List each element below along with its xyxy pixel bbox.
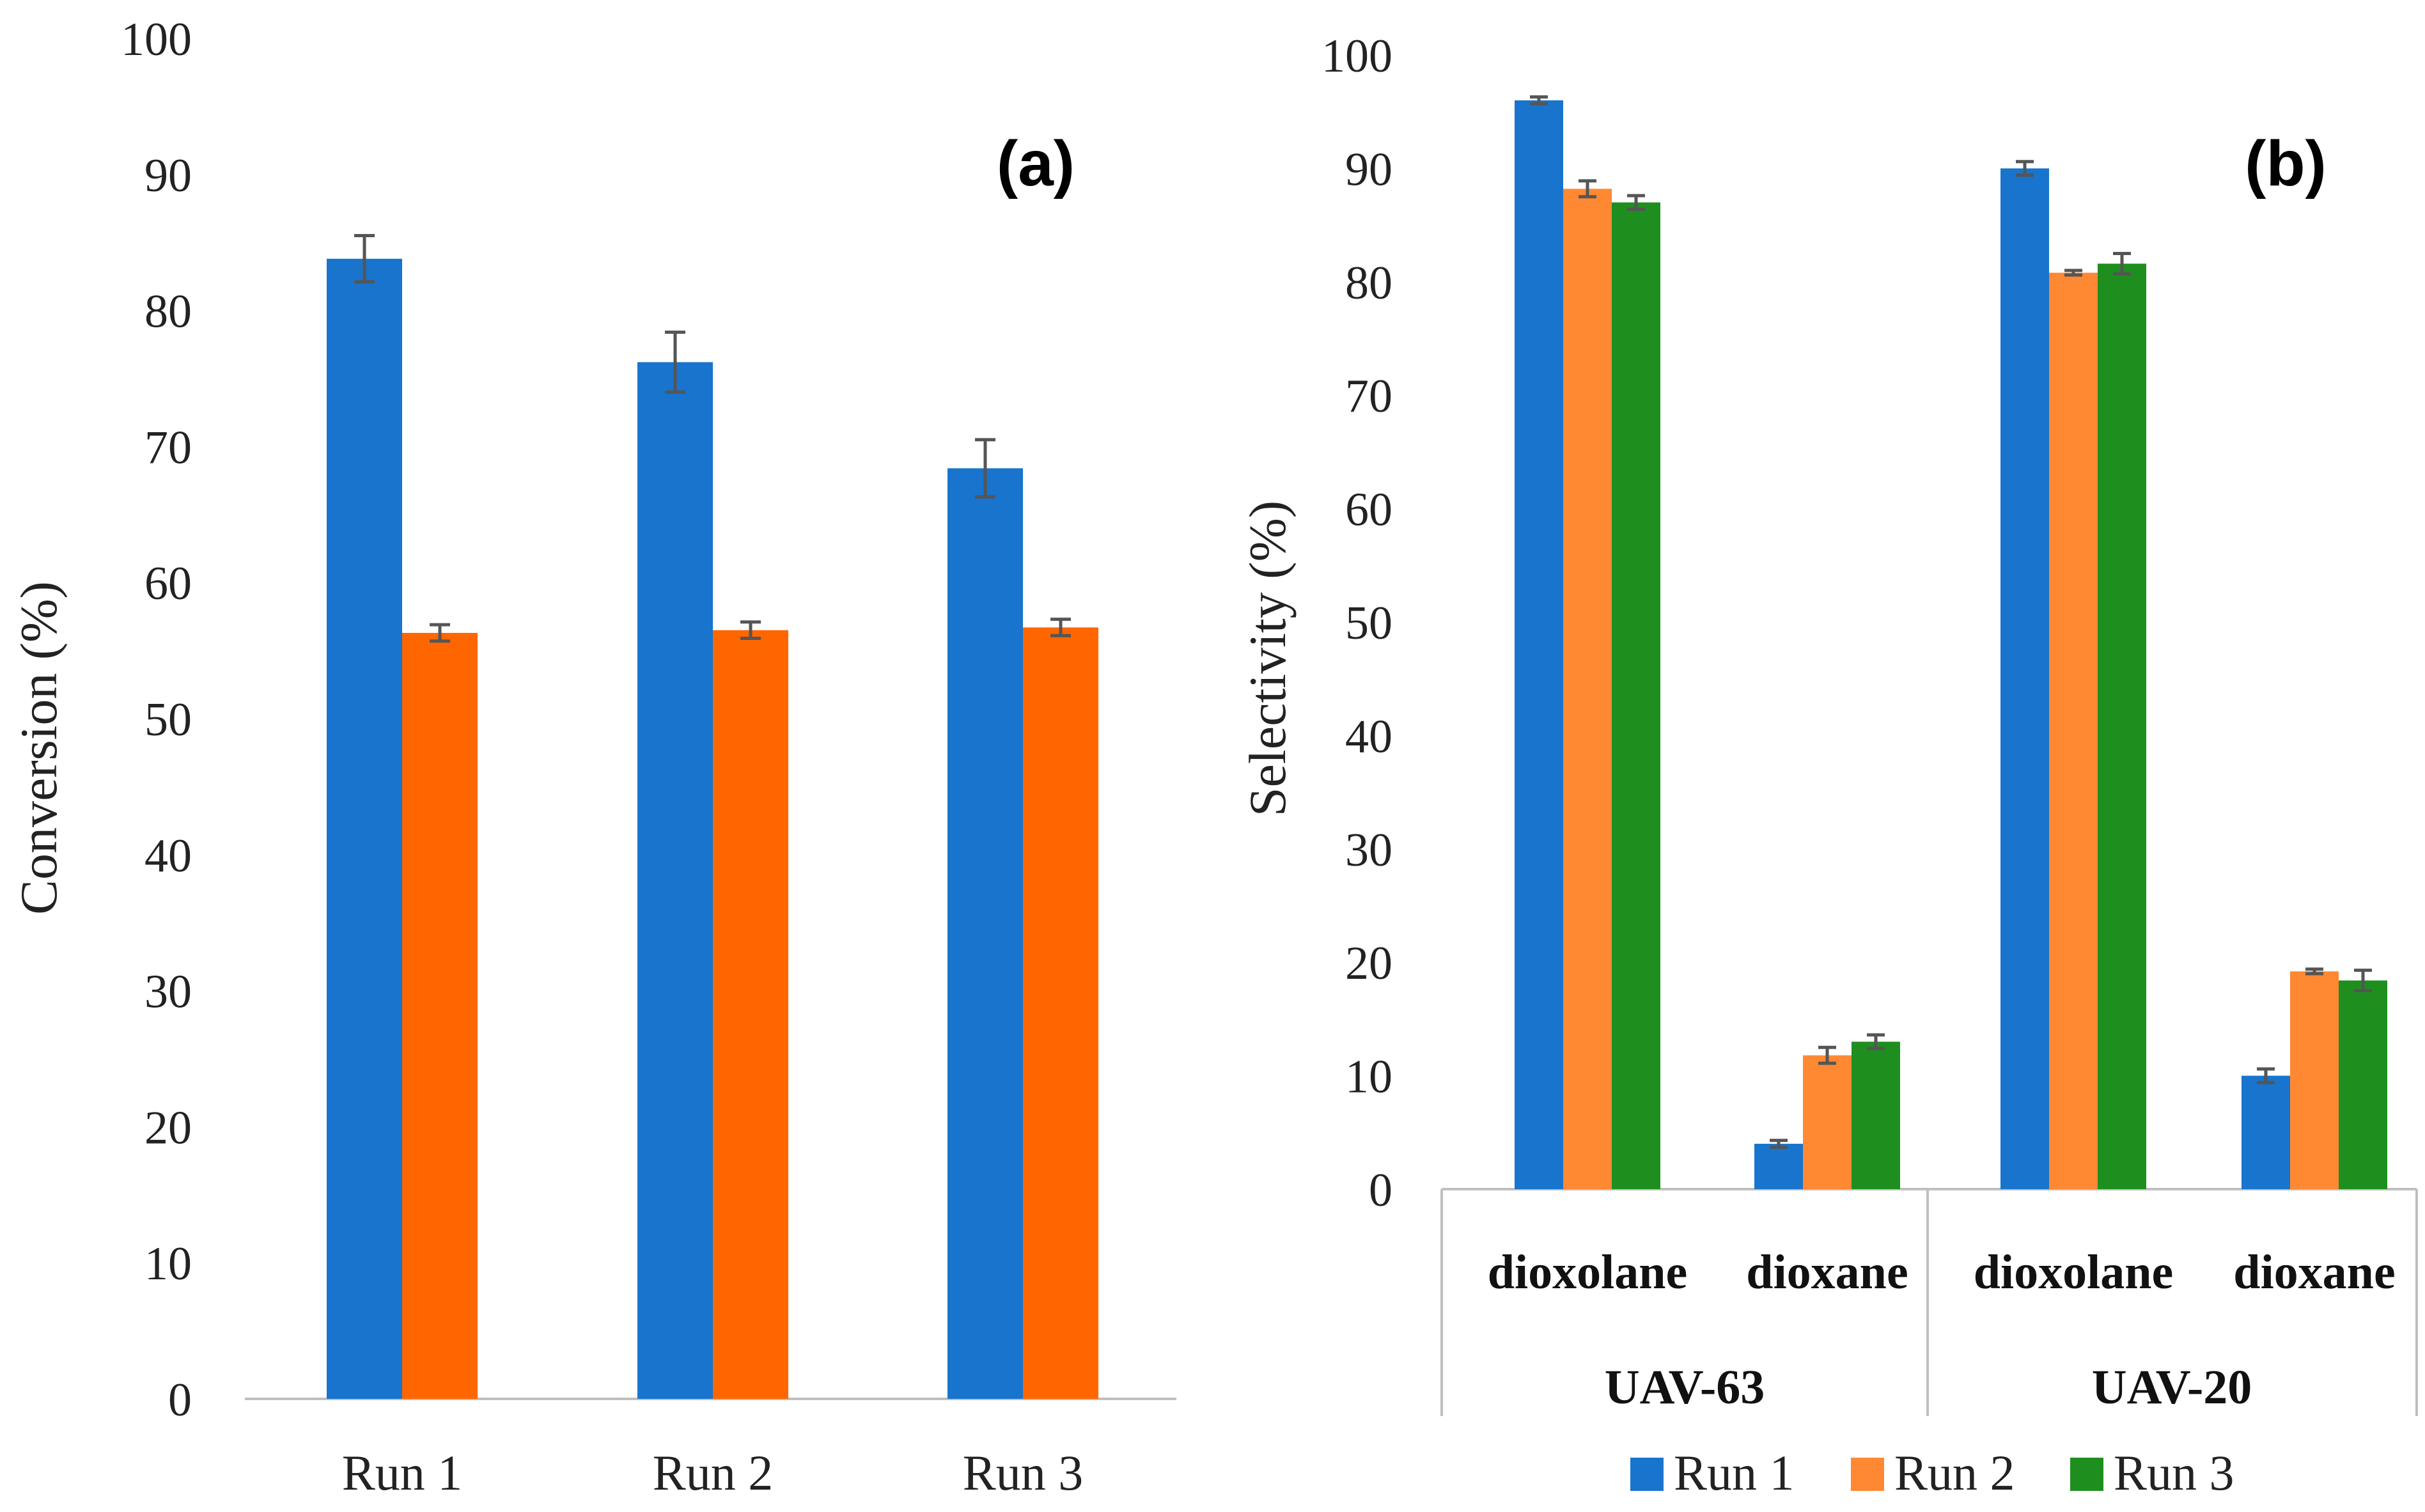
chart-b-bar [2290, 971, 2339, 1189]
chart-a: (a) Conversion (%) 0 10 20 30 40 50 60 70 80 90 10… [10, 13, 1176, 1500]
chart-b-y-tick-label: 100 [1322, 30, 1392, 82]
chart-a-error-bar [975, 438, 995, 499]
chart-b-x-tick-label: dioxane [2233, 1245, 2395, 1299]
chart-b-error-bar [1530, 95, 1548, 105]
chart-a-bar [402, 632, 478, 1399]
chart-b-legend-label: Run 3 [2114, 1445, 2234, 1500]
chart-b-bar [1563, 189, 1612, 1189]
chart-b-error-bar [2064, 269, 2082, 277]
chart-b-x-tick-label: dioxolane [1488, 1245, 1688, 1299]
chart-b-group-labels: UAV-63 UAV-20 [1605, 1360, 2252, 1414]
chart-b-bar [1803, 1055, 1852, 1189]
chart-b-y-tick-label: 50 [1345, 597, 1392, 650]
chart-b-error-bar [2016, 160, 2034, 177]
chart-a-title: (a) [997, 128, 1075, 199]
chart-b-error-bar [2113, 251, 2131, 276]
chart-b-legend-swatch [1630, 1458, 1664, 1491]
chart-a-y-tick-label: 90 [144, 150, 192, 202]
chart-b-x-tick-label: dioxolane [1974, 1245, 2174, 1299]
chart-b: (b) Selectivity (%) 0 10 20 30 40 50 60 70 80 90 1… [1238, 30, 2418, 1500]
chart-b-y-tick-label: 80 [1345, 257, 1392, 309]
chart-b-bar [1852, 1041, 1900, 1189]
chart-b-bars [1515, 100, 2387, 1190]
chart-b-error-bar [1770, 1139, 1788, 1149]
chart-b-bar [1515, 100, 1563, 1190]
chart-a-bar [327, 258, 402, 1399]
chart-b-legend: Run 1 Run 2 Run 3 [1630, 1445, 2234, 1500]
chart-a-y-tick-label: 70 [144, 421, 192, 474]
chart-a-y-ticks: 0 10 20 30 40 50 60 70 80 90 100 [121, 13, 192, 1426]
chart-a-bar [947, 468, 1023, 1399]
chart-b-legend-label: Run 1 [1674, 1445, 1795, 1500]
chart-b-y-axis-label: Selectivity (%) [1238, 501, 1297, 816]
chart-a-error-bar [1050, 618, 1071, 637]
chart-b-bar [1612, 202, 1660, 1189]
chart-a-bar [637, 362, 713, 1399]
chart-b-error-bar [1579, 179, 1596, 199]
chart-a-error-bars [354, 234, 1071, 643]
chart-b-bar [2049, 272, 2098, 1189]
chart-a-error-bar [665, 331, 685, 394]
chart-b-y-tick-label: 10 [1345, 1051, 1392, 1103]
chart-b-error-bars [1530, 95, 2372, 1149]
chart-a-x-tick-label: Run 1 [342, 1445, 463, 1500]
chart-b-y-ticks: 0 10 20 30 40 50 60 70 80 90 100 [1322, 30, 1392, 1217]
chart-a-y-tick-label: 30 [144, 966, 192, 1018]
chart-b-group-label: UAV-63 [1605, 1360, 1765, 1414]
chart-a-y-tick-label: 60 [144, 557, 192, 610]
chart-a-x-tick-label: Run 2 [653, 1445, 774, 1500]
chart-b-legend-swatch [2070, 1458, 2103, 1491]
chart-b-legend-item: Run 3 [2070, 1445, 2234, 1500]
chart-b-y-tick-label: 70 [1345, 370, 1392, 423]
chart-b-error-bar [2257, 1067, 2275, 1084]
chart-b-y-tick-label: 60 [1345, 484, 1392, 536]
chart-a-y-tick-label: 100 [121, 13, 192, 66]
chart-b-legend-label: Run 2 [1894, 1445, 2015, 1500]
chart-a-error-bar [430, 623, 450, 643]
chart-b-y-tick-label: 90 [1345, 143, 1392, 196]
chart-a-x-ticks: Run 1 Run 2 Run 3 [342, 1445, 1084, 1500]
chart-b-bar [2000, 168, 2049, 1189]
chart-a-bar [713, 630, 788, 1399]
chart-b-legend-item: Run 1 [1630, 1445, 1795, 1500]
chart-a-x-tick-label: Run 3 [963, 1445, 1084, 1500]
chart-a-error-bar [740, 620, 761, 640]
chart-a-y-tick-label: 10 [144, 1238, 192, 1290]
chart-a-bar [1023, 627, 1098, 1399]
chart-a-bars [327, 258, 1098, 1399]
chart-b-x-ticks: dioxolane dioxane dioxolane dioxane [1488, 1245, 2396, 1299]
chart-a-y-tick-label: 40 [144, 830, 192, 882]
chart-a-y-tick-label: 0 [168, 1374, 192, 1426]
chart-a-error-bar [354, 234, 375, 284]
chart-a-y-tick-label: 50 [144, 694, 192, 746]
chart-b-y-tick-label: 30 [1345, 824, 1392, 877]
chart-b-group-label: UAV-20 [2092, 1360, 2252, 1414]
chart-b-error-bar [2305, 967, 2323, 976]
chart-b-error-bar [2354, 969, 2372, 993]
chart-b-y-tick-label: 40 [1345, 710, 1392, 763]
chart-a-y-axis-label: Conversion (%) [10, 581, 68, 915]
chart-b-error-bar [1627, 194, 1645, 211]
chart-b-x-tick-label: dioxane [1746, 1245, 1908, 1299]
chart-b-bar [2339, 980, 2387, 1189]
chart-b-bar [2098, 263, 2146, 1189]
chart-b-y-tick-label: 20 [1345, 937, 1392, 990]
chart-a-y-tick-label: 20 [144, 1102, 192, 1154]
chart-a-y-tick-label: 80 [144, 286, 192, 338]
chart-b-legend-swatch [1851, 1458, 1884, 1491]
chart-b-bar [1754, 1144, 1803, 1189]
chart-b-error-bar [1867, 1033, 1885, 1050]
chart-b-y-tick-label: 0 [1369, 1164, 1392, 1217]
chart-b-error-bar [1818, 1045, 1836, 1065]
chart-b-legend-item: Run 2 [1851, 1445, 2015, 1500]
chart-b-bar [2242, 1075, 2290, 1189]
chart-b-title: (b) [2245, 128, 2327, 199]
